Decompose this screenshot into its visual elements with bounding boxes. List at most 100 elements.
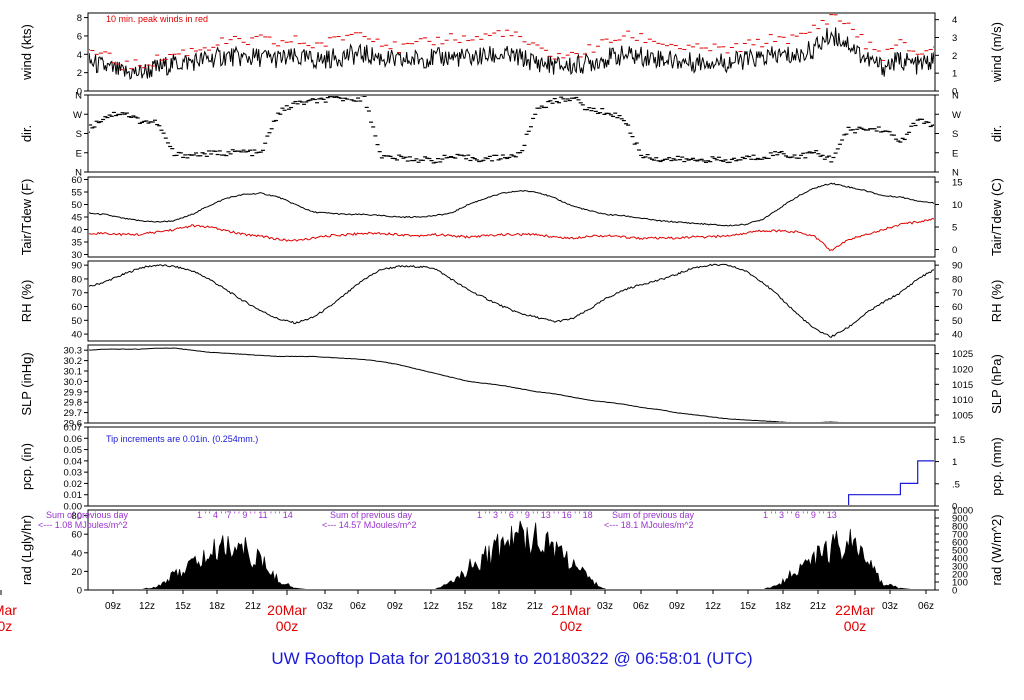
right-tick-label: 1.5 [952, 435, 965, 446]
left-tick-label: 0.05 [64, 445, 83, 456]
right-tick-label: E [952, 148, 958, 159]
left-tick-label: N [75, 91, 82, 102]
series-dew-line [89, 217, 934, 252]
right-tick-label: 0 [952, 87, 957, 98]
x-tick-label: 03z [317, 601, 333, 612]
left-tick-label: 40 [71, 225, 82, 236]
x-tick-label: 09z [105, 601, 121, 612]
day-sublabel: 00z [0, 618, 12, 634]
x-tick-label: 03z [882, 601, 898, 612]
day-sublabel: 00z [844, 618, 867, 634]
y-axis-label-right: pcp. (mm) [989, 437, 1004, 496]
left-tick-label: 0.01 [64, 490, 83, 501]
right-tick-label: 1 [952, 457, 957, 468]
right-tick-label: 3 [952, 33, 957, 44]
plot-area [89, 14, 934, 80]
left-tick-label: 4 [77, 50, 82, 61]
left-tick-label: 30 [71, 250, 82, 261]
right-tick-label: 40 [952, 330, 963, 341]
right-tick-label: 1020 [952, 364, 973, 375]
y-axis-label-left: pcp. (in) [19, 443, 34, 490]
radiation-area [142, 520, 911, 589]
panel-rh: 40 50 60 70 80 90 40 50 60 70 80 90 RH (%) RH (%) [19, 260, 1004, 342]
left-tick-label: 29.9 [64, 387, 83, 398]
right-tick-label: 1025 [952, 349, 973, 360]
right-tick-label: 4 [952, 15, 957, 26]
day-sum-value: <--- 1.08 MJoules/m^2 [38, 520, 128, 530]
day-label: 21Mar [551, 602, 591, 618]
left-tick-label: 30.0 [64, 377, 83, 388]
right-tick-label: 700 [952, 530, 968, 541]
x-tick-label: 12z [423, 601, 439, 612]
left-tick-label: E [76, 148, 82, 159]
left-tick-label: 6 [77, 31, 82, 42]
left-tick-label: 60 [71, 175, 82, 186]
right-tick-label: W [952, 110, 961, 121]
y-axis-label-left: SLP (inHg) [19, 352, 34, 415]
left-tick-label: 0.00 [64, 502, 83, 513]
left-tick-label: 70 [71, 288, 82, 299]
right-tick-label: 0 [952, 245, 957, 256]
x-tick-label: 18z [491, 601, 507, 612]
y-axis-label-right: RH (%) [989, 280, 1004, 323]
right-tick-label: 1 [952, 69, 957, 80]
day-sum-value: <--- 14.57 MJoules/m^2 [322, 520, 417, 530]
panel-frame [87, 260, 936, 342]
series-main-line [89, 182, 934, 227]
series-main-line [89, 263, 934, 338]
wind-annotation: 10 min. peak winds in red [106, 14, 208, 24]
right-tick-label: .5 [952, 479, 960, 490]
right-tick-label: 0 [952, 586, 957, 597]
left-tick-label: N [75, 168, 82, 179]
x-tick-label: 06z [918, 601, 934, 612]
day-sublabel: 00z [276, 618, 299, 634]
x-axis: 09z 12z 15z 18z 21z 03z 06z 09z 12z 15z 18z 21z 03z 0… [0, 590, 934, 634]
left-tick-label: 40 [71, 330, 82, 341]
right-tick-label: 80 [952, 274, 963, 285]
left-tick-label: 0.02 [64, 479, 83, 490]
right-tick-label: 10 [952, 200, 963, 211]
left-tick-label: 50 [71, 200, 82, 211]
y-axis-label-left: dir. [19, 125, 34, 142]
left-tick-label: 30.3 [64, 346, 83, 357]
x-tick-label: 15z [457, 601, 473, 612]
left-tick-label: 0.07 [64, 423, 83, 434]
day-label: 0Mar [0, 602, 17, 618]
series-main-line [89, 347, 842, 422]
right-tick-label: 5 [952, 223, 957, 234]
left-tick-label: 30.2 [64, 356, 83, 367]
right-tick-label: 1005 [952, 410, 973, 421]
x-tick-label: 06z [633, 601, 649, 612]
plot-area [89, 263, 934, 338]
radiation-hour-marks: 1 ' ' 3 ' ' 6 ' ' 9 ' ' 13 ' ' 16 ' ' 18 [477, 510, 593, 520]
panel-wind: 0 2 4 6 8 0 1 2 3 4 wind (kts) wind (m/s) 10 min. pe… [19, 12, 1004, 98]
x-tick-label: 21z [245, 601, 261, 612]
day-sum-title: Sum of previous day [612, 510, 695, 520]
right-tick-label: 50 [952, 316, 963, 327]
x-tick-label: 15z [175, 601, 191, 612]
right-tick-label: 70 [952, 288, 963, 299]
y-axis-label-left: wind (kts) [19, 24, 34, 81]
right-tick-label: 100 [952, 578, 968, 589]
right-tick-label: N [952, 168, 959, 179]
plot-area [89, 347, 842, 422]
left-tick-label: 60 [71, 530, 82, 541]
panel-frame [87, 344, 936, 424]
right-tick-label: 500 [952, 546, 968, 557]
right-tick-label: N [952, 91, 959, 102]
y-axis-label-left: rad (Lgly/hr) [19, 515, 34, 585]
x-tick-label: 09z [669, 601, 685, 612]
left-tick-label: 30.1 [64, 367, 83, 378]
left-tick-label: 29.6 [64, 419, 83, 430]
right-tick-label: 60 [952, 302, 963, 313]
x-tick-label: 21z [527, 601, 543, 612]
x-tick-label: 12z [139, 601, 155, 612]
x-tick-label: 03z [597, 601, 613, 612]
panel-frame [87, 12, 936, 92]
left-tick-label: 0.04 [64, 456, 83, 467]
left-tick-label: 29.7 [64, 408, 83, 419]
day-label: 22Mar [835, 602, 875, 618]
right-tick-label: 900 [952, 514, 968, 525]
day-sublabel: 00z [560, 618, 583, 634]
